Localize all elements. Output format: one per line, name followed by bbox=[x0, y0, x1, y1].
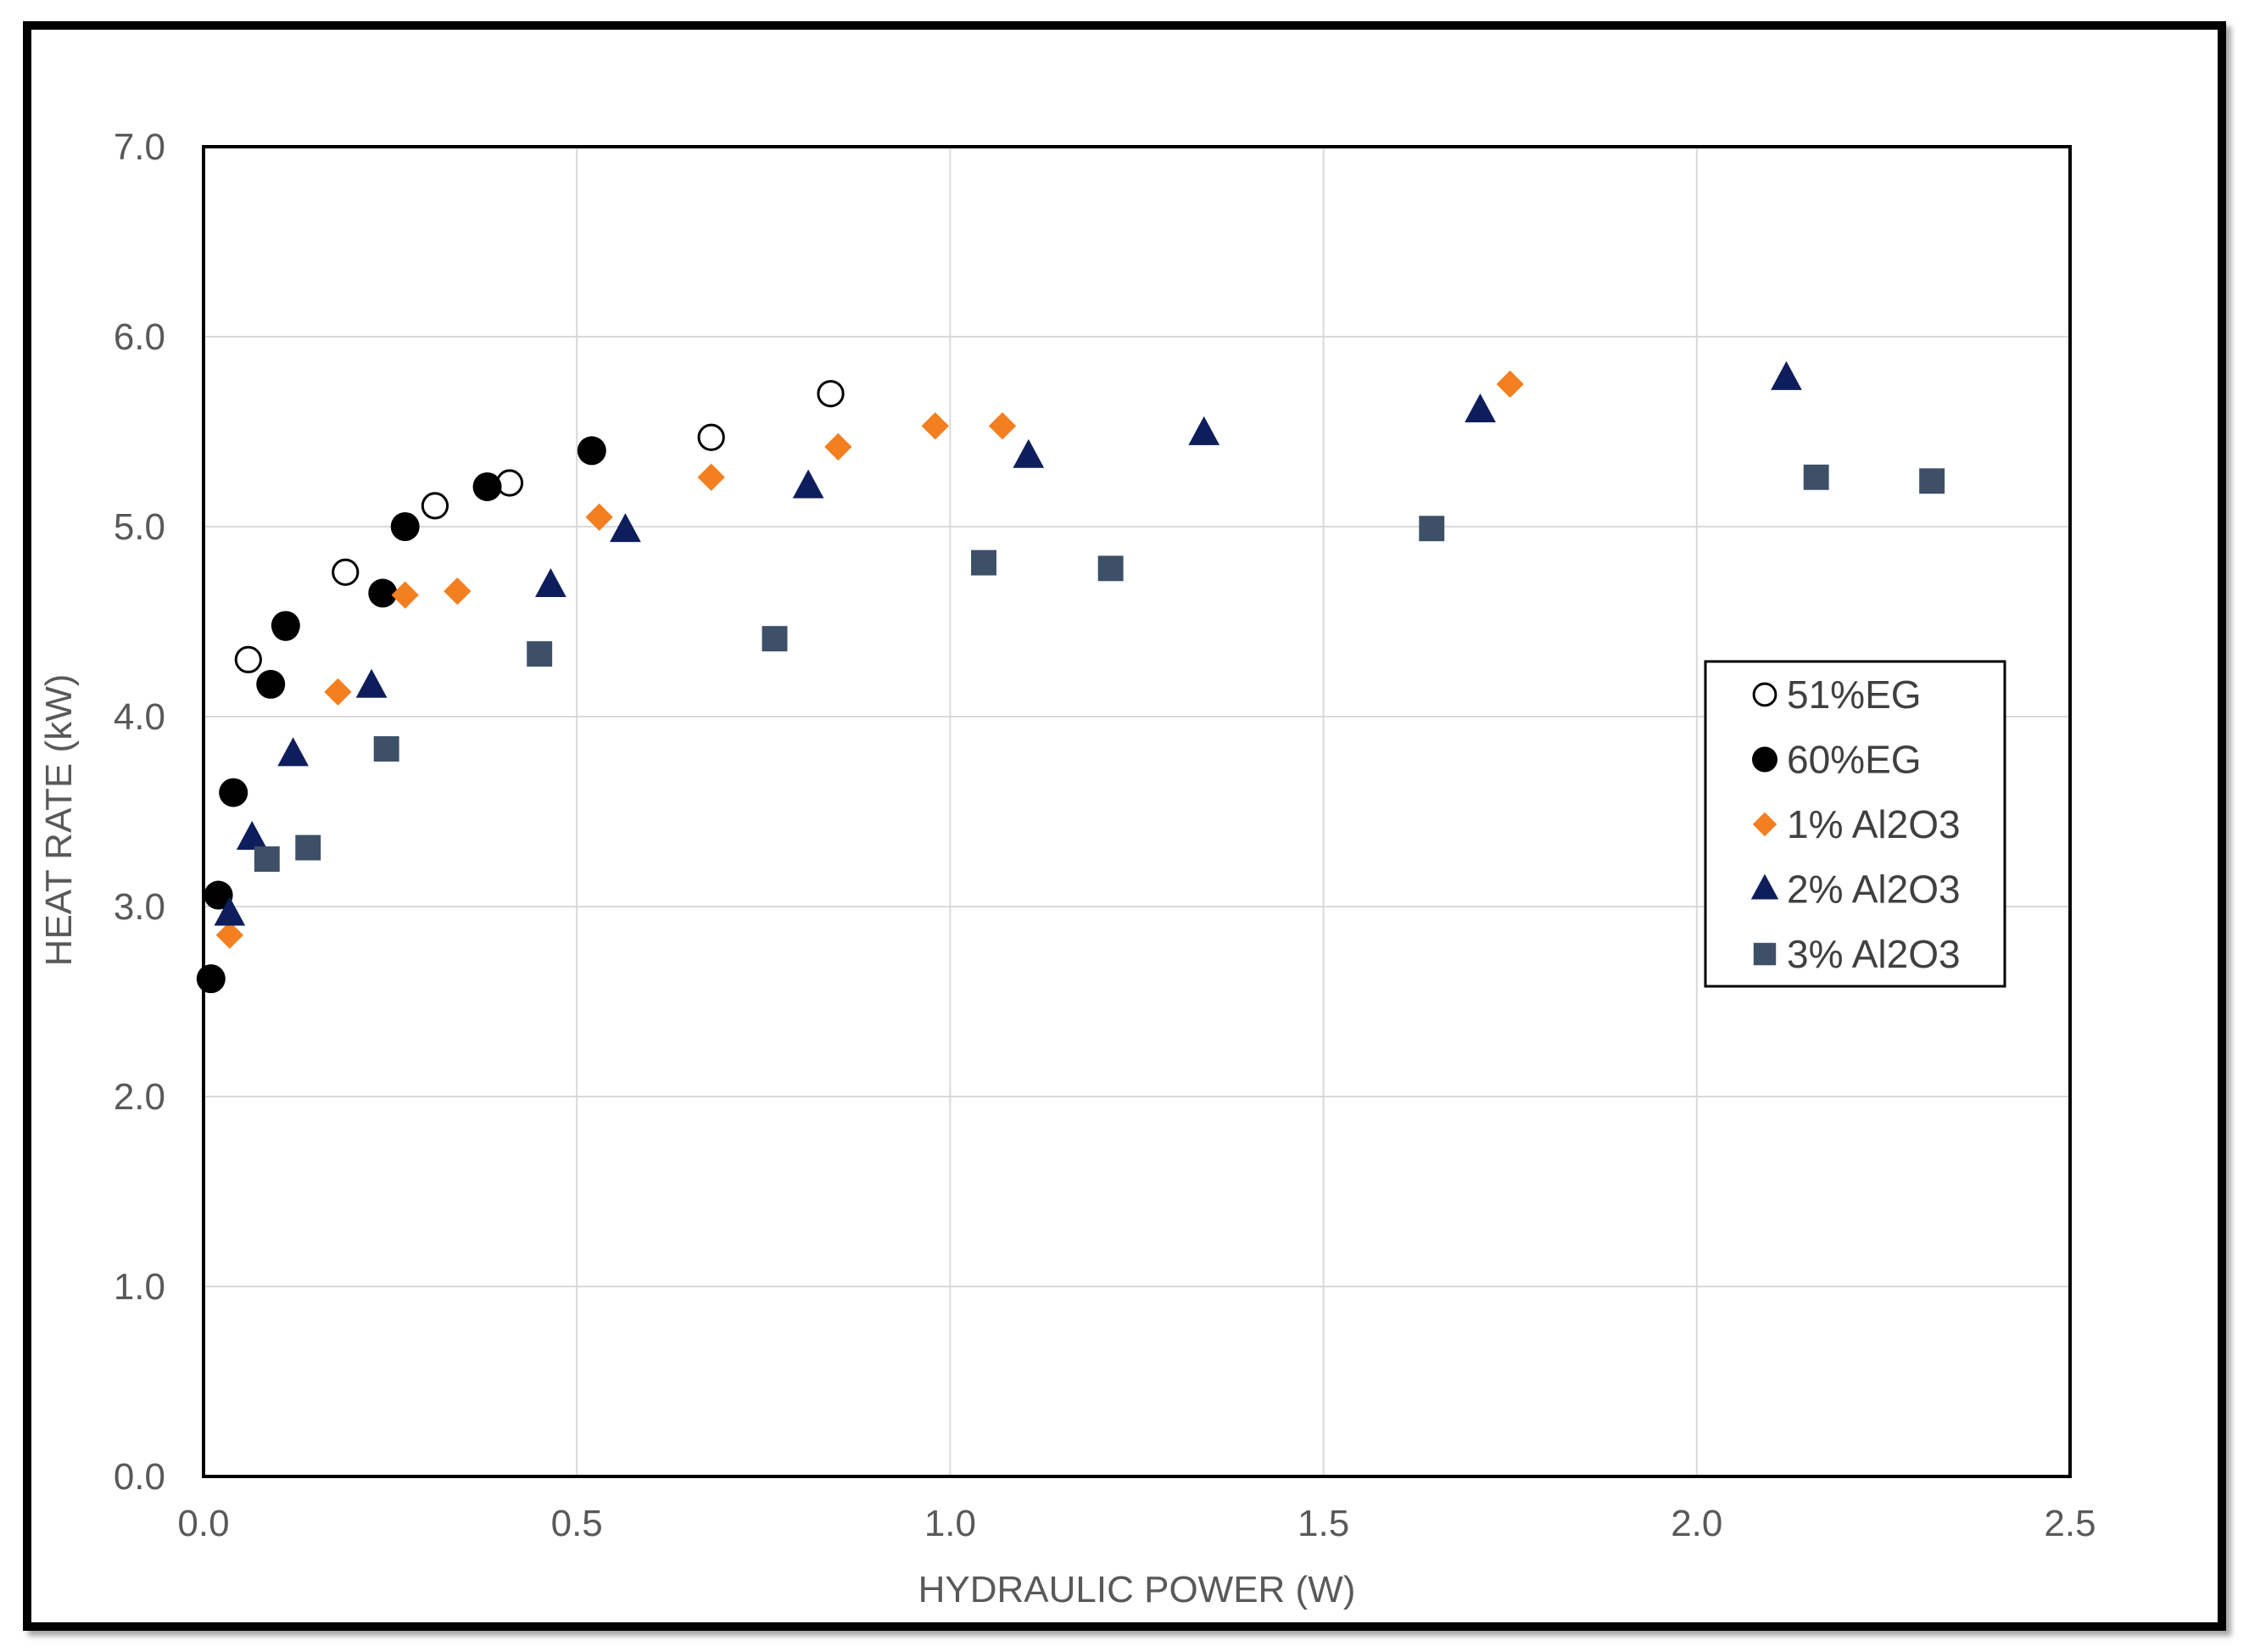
data-point bbox=[988, 412, 1017, 440]
series-2-al2o3 bbox=[214, 360, 1802, 926]
data-point bbox=[921, 412, 949, 440]
data-point bbox=[1465, 393, 1496, 422]
data-point bbox=[256, 669, 286, 699]
data-point bbox=[271, 611, 300, 640]
data-point bbox=[236, 820, 268, 850]
legend-label: 51%EG bbox=[1787, 673, 1922, 717]
legend-label: 3% Al2O3 bbox=[1787, 932, 1961, 976]
legend-label: 60%EG bbox=[1787, 738, 1922, 782]
data-point bbox=[762, 626, 788, 652]
data-point bbox=[697, 423, 725, 451]
data-point bbox=[444, 578, 472, 606]
legend-label: 1% Al2O3 bbox=[1787, 802, 1961, 846]
series-3-al2o3 bbox=[254, 464, 1945, 872]
legend-marker bbox=[1750, 873, 1779, 900]
legend-marker bbox=[1753, 942, 1777, 966]
x-tick-label: 1.0 bbox=[924, 1503, 976, 1544]
data-point bbox=[373, 736, 399, 762]
data-point bbox=[234, 645, 262, 673]
data-point bbox=[196, 964, 226, 994]
data-point bbox=[277, 737, 310, 767]
legend-label: 2% Al2O3 bbox=[1787, 868, 1961, 912]
data-point bbox=[577, 436, 606, 466]
y-tick-label: 1.0 bbox=[114, 1266, 165, 1308]
data-point bbox=[1188, 416, 1220, 445]
data-point bbox=[324, 678, 352, 706]
data-point bbox=[1419, 516, 1445, 542]
data-point bbox=[391, 581, 419, 609]
data-point bbox=[1496, 370, 1524, 399]
data-point bbox=[390, 512, 420, 541]
data-point bbox=[697, 463, 725, 491]
legend: 51%EG 60%EG 1% Al2O3 2% Al2O3 3% Al2O3 bbox=[1704, 660, 2006, 988]
data-point bbox=[535, 568, 566, 598]
data-point bbox=[368, 578, 398, 608]
plot-area-border bbox=[202, 145, 2072, 1478]
x-tick-label: 0.0 bbox=[177, 1503, 229, 1544]
y-axis-title: HEAT RATE (kW) bbox=[38, 674, 80, 967]
x-tick-label: 1.5 bbox=[1298, 1503, 1349, 1544]
data-point bbox=[332, 558, 360, 586]
data-point bbox=[219, 778, 248, 807]
data-point bbox=[472, 472, 502, 501]
series-60-eg bbox=[196, 436, 606, 994]
data-point bbox=[295, 834, 321, 861]
y-tick-label: 2.0 bbox=[114, 1076, 165, 1118]
data-point bbox=[1803, 464, 1829, 490]
data-point bbox=[1097, 555, 1124, 582]
x-tick-label: 0.5 bbox=[551, 1503, 603, 1544]
data-point bbox=[204, 880, 233, 910]
data-point bbox=[1919, 468, 1945, 494]
data-point bbox=[792, 469, 824, 499]
y-tick-label: 7.0 bbox=[114, 126, 165, 168]
series-1-al2o3 bbox=[215, 370, 1524, 949]
x-tick-label: 2.5 bbox=[2044, 1503, 2096, 1544]
y-tick-label: 0.0 bbox=[114, 1456, 165, 1498]
legend-marker bbox=[1752, 746, 1777, 773]
data-point bbox=[421, 492, 449, 520]
data-point bbox=[817, 380, 845, 408]
y-tick-label: 3.0 bbox=[114, 886, 165, 928]
legend-marker bbox=[1752, 682, 1777, 707]
data-point bbox=[527, 641, 553, 667]
data-point bbox=[585, 503, 613, 531]
data-point bbox=[254, 846, 280, 872]
data-point bbox=[1013, 438, 1045, 468]
data-point bbox=[610, 513, 641, 543]
data-point bbox=[971, 550, 996, 576]
data-point bbox=[214, 896, 246, 926]
tick-labels: 0.0 1.0 2.0 3.0 4.0 5.0 6.0 7.0 0.0 0.5 1.0 1.5 2.0 2… bbox=[114, 126, 2096, 1544]
y-tick-label: 4.0 bbox=[114, 696, 165, 738]
data-series bbox=[196, 360, 1945, 994]
y-tick-label: 6.0 bbox=[114, 316, 165, 358]
legend-marker bbox=[1752, 812, 1777, 837]
y-tick-label: 5.0 bbox=[114, 506, 165, 548]
x-axis-title: HYDRAULIC POWER (W) bbox=[918, 1569, 1356, 1610]
x-tick-label: 2.0 bbox=[1671, 1503, 1722, 1544]
data-point bbox=[215, 921, 243, 949]
data-point bbox=[1771, 360, 1802, 390]
data-point bbox=[824, 433, 852, 461]
data-point bbox=[355, 668, 388, 698]
